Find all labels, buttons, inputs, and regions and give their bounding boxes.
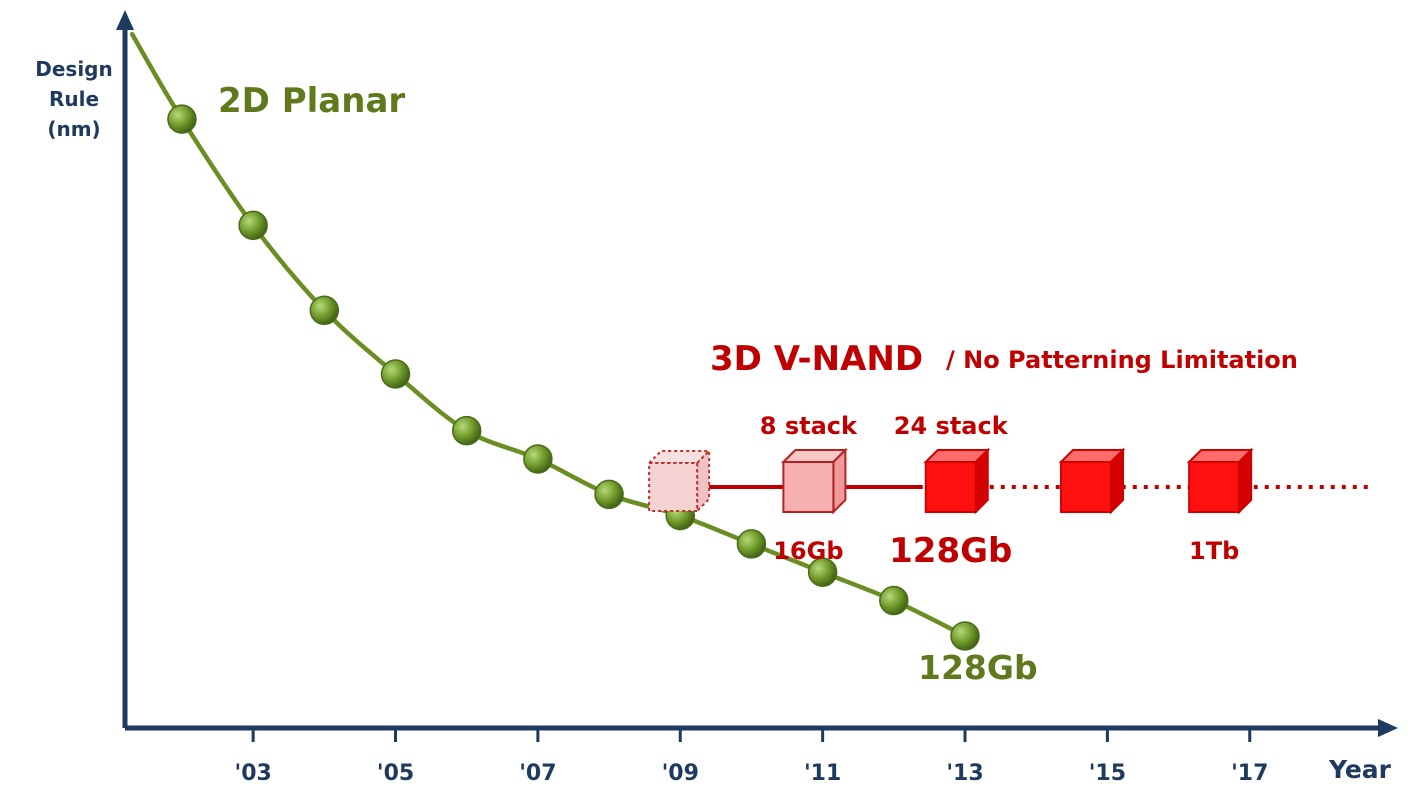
x-axis-arrow [1378,719,1398,737]
y-axis-label-line-1: Design [35,57,112,81]
x-tick-label: '03 [234,761,271,786]
x-tick-label: '05 [377,761,414,786]
vnand-top-label: 8 stack [760,412,858,440]
vnand-cube-front [1188,461,1241,513]
vnand-cube [1058,447,1126,515]
series-end-label-2d-planar: 128Gb [918,648,1038,687]
series-2d-planar-point [309,295,340,326]
vnand-cube-side [974,447,989,515]
series-2d-planar-point [523,444,553,474]
vnand-bottom-label: 1Tb [1189,537,1239,565]
series-2d-planar [129,31,980,651]
series-2d-planar-point [451,415,482,446]
vnand-bottom-label: 128Gb [889,531,1012,571]
x-tick-label: '09 [662,761,699,786]
series-2d-planar-point [238,210,268,241]
series-2d-planar-point [594,479,624,510]
vnand-cube-front [782,461,835,513]
series-2d-planar-point [879,585,909,616]
series-2d-planar-point [950,621,980,651]
vnand-cube-front [924,461,977,513]
series-2d-planar-point [380,359,411,389]
y-axis-label-line-2: Rule [49,87,99,111]
vnand-cube [1186,447,1254,515]
x-axis-ticks: '03 '05 '07 '09 '11 '13 '15 '17 [234,728,1268,786]
vnand-cube-front [648,462,699,512]
vnand-top-label: 24 stack [894,412,1009,440]
vnand-cube [780,447,848,515]
x-axis-label: Year [1328,755,1392,784]
x-tick-label: '17 [1231,761,1268,786]
x-tick-label: '15 [1089,761,1126,786]
x-tick-label: '11 [804,761,841,786]
vnand-cube-front [1060,461,1113,513]
x-tick-label: '13 [946,761,983,786]
y-axis-label-line-3: (nm) [47,117,100,141]
vnand-bottom-label: 16Gb [773,537,843,565]
series-label-2d-planar: 2D Planar [218,81,405,121]
x-tick-label: '07 [519,761,556,786]
vnand-cube-side [1110,447,1125,515]
vnand-title: 3D V-NAND [710,339,923,379]
series-2d-planar-point [736,529,767,559]
series-2d-planar-point [807,557,838,587]
vnand-timeline: 8 stack 16Gb 24 stack 128Gb 1Tb [646,412,1371,571]
vnand-subtitle: / No Patterning Limitation [946,346,1298,374]
vnand-cube [646,448,712,514]
vnand-cube [923,447,991,515]
series-2d-planar-point [167,104,197,134]
y-axis-arrow [116,10,134,30]
vnand-cube-side [832,447,847,515]
vnand-cube-side [1238,447,1253,515]
